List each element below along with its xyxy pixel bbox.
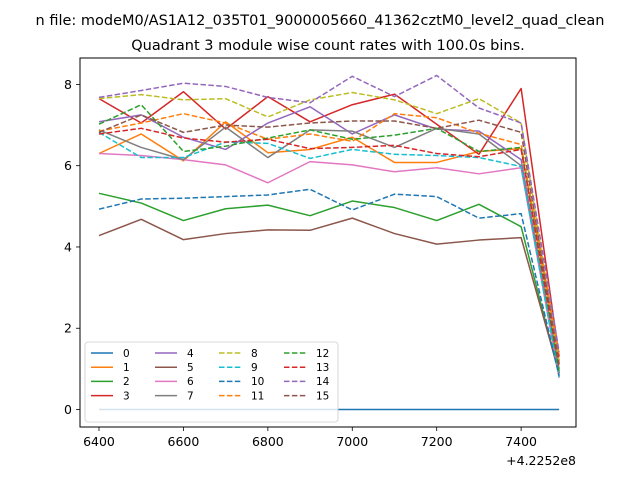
x-tick-label: 7000: [336, 434, 368, 449]
legend-label-3: 3: [123, 390, 130, 402]
series-line-15: [98, 114, 560, 365]
series-layer: [98, 74, 560, 411]
series-line-6: [98, 152, 560, 378]
series-line-14: [98, 74, 560, 352]
y-tick-label: 8: [64, 77, 72, 92]
x-tick-label: 6800: [252, 434, 284, 449]
series-line-12: [98, 103, 560, 372]
series-line-5: [98, 217, 560, 374]
legend-label-13: 13: [316, 362, 329, 374]
legend-box: [84, 341, 339, 423]
legend-label-0: 0: [123, 348, 130, 360]
legend-label-2: 2: [123, 376, 130, 388]
x-tick-label: 7400: [505, 434, 537, 449]
legend-label-9: 9: [251, 362, 258, 374]
legend-label-5: 5: [187, 362, 194, 374]
y-tick-label: 4: [64, 239, 72, 254]
series-line-13: [98, 127, 560, 367]
legend-label-11: 11: [251, 390, 264, 402]
legend-label-15: 15: [316, 390, 329, 402]
legend-label-14: 14: [316, 376, 330, 388]
legend-label-8: 8: [251, 348, 258, 360]
legend-label-6: 6: [187, 376, 194, 388]
chart-title: Quadrant 3 module wise count rates with …: [131, 38, 525, 54]
y-tick-label: 0: [64, 402, 72, 417]
series-line-8: [98, 91, 560, 363]
series-line-11: [98, 112, 560, 355]
x-tick-label: 7200: [421, 434, 453, 449]
y-axis: 0 2 4 6 8: [64, 77, 80, 417]
figure-suptitle: n file: modeM0/AS1A12_035T01_9000005660_…: [36, 13, 605, 29]
series-line-4: [98, 106, 560, 374]
series-line-3: [98, 87, 560, 357]
legend-label-4: 4: [187, 348, 194, 360]
legend-label-1: 1: [123, 362, 130, 374]
series-line-2: [98, 192, 560, 376]
x-axis: 6400 6600 6800 7000 7200 7400: [83, 427, 537, 449]
legend-label-10: 10: [251, 376, 264, 388]
y-tick-label: 6: [64, 158, 72, 173]
x-axis-offset-label: +4.2252e8: [506, 453, 576, 468]
series-line-9: [98, 131, 560, 378]
x-tick-label: 6600: [168, 434, 200, 449]
legend-label-7: 7: [187, 390, 194, 402]
axes-frame: [79, 57, 577, 428]
legend-label-12: 12: [316, 348, 329, 360]
x-tick-label: 6400: [83, 434, 115, 449]
y-tick-label: 2: [64, 321, 72, 336]
